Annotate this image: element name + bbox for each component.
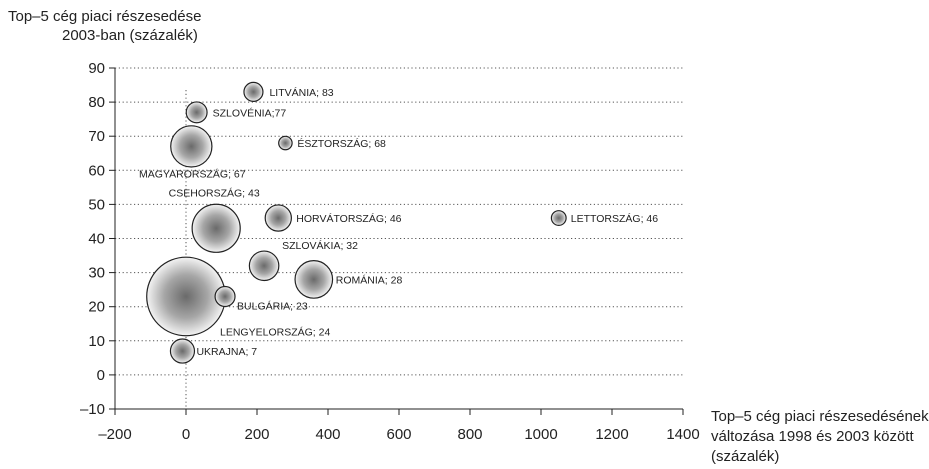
bubble-label: LENGYELORSZÁG; 24 [220, 325, 330, 338]
bubble-label: UKRAJNA; 7 [196, 346, 257, 358]
y-tick-label: 20 [88, 299, 105, 316]
bubble [248, 250, 280, 282]
x-axis-title-line-1: Top–5 cég piaci részesedésének [711, 408, 929, 425]
bubble [170, 125, 213, 168]
y-axis-title-line-1: Top–5 cég piaci részesedése [8, 8, 202, 25]
bubble-label: ÉSZTORSZÁG; 68 [297, 137, 386, 150]
bubble-label: ROMÁNIA; 28 [336, 273, 403, 286]
bubble [294, 260, 334, 299]
y-tick-label: 70 [88, 128, 105, 145]
y-tick-label: 50 [88, 196, 105, 213]
y-tick-label: 30 [88, 265, 105, 282]
x-tick-label: 1200 [595, 426, 628, 443]
y-tick-label: –10 [80, 401, 105, 418]
y-tick-label: 80 [88, 94, 105, 111]
x-tick-label: 400 [315, 426, 340, 443]
y-tick-label: 40 [88, 231, 105, 248]
bubble-label: LITVÁNIA; 83 [269, 86, 333, 99]
x-tick-label: 1000 [524, 426, 557, 443]
x-tick-label: 1400 [666, 426, 699, 443]
bubble-label: BULGÁRIA; 23 [237, 299, 308, 312]
bubble [185, 101, 208, 124]
y-tick-label: 60 [88, 162, 105, 179]
bubble-label: MAGYARORSZÁG; 67 [139, 167, 246, 180]
x-axis-title-line-2: változása 1998 és 2003 között [711, 428, 914, 445]
y-tick-label: 90 [88, 60, 105, 77]
bubble [146, 256, 226, 337]
x-tick-label: 0 [182, 426, 190, 443]
x-tick-label: 200 [244, 426, 269, 443]
y-axis-title-line-2: 2003-ban (százalék) [62, 27, 198, 44]
bubble [214, 285, 236, 308]
y-tick-label: 10 [88, 333, 105, 350]
bubble [191, 203, 241, 253]
bubble [169, 338, 196, 364]
bubble [278, 135, 293, 151]
x-tick-label: 800 [457, 426, 482, 443]
bubble-label: LETTORSZÁG; 46 [571, 212, 658, 225]
x-tick-label: –200 [98, 426, 131, 443]
bubble [264, 204, 292, 232]
bubble-label: HORVÁTORSZÁG; 46 [296, 212, 401, 225]
x-tick-label: 600 [386, 426, 411, 443]
bubble-label: CSEHORSZÁG; 43 [169, 186, 260, 199]
y-tick-label: 0 [97, 367, 105, 384]
bubble-label: SZLOVÉNIA;77 [213, 106, 287, 119]
x-axis-title-line-3: (százalék) [711, 448, 780, 465]
bubble [243, 81, 264, 102]
bubble [550, 210, 567, 226]
bubble-label: SZLOVÁKIA; 32 [282, 239, 358, 252]
